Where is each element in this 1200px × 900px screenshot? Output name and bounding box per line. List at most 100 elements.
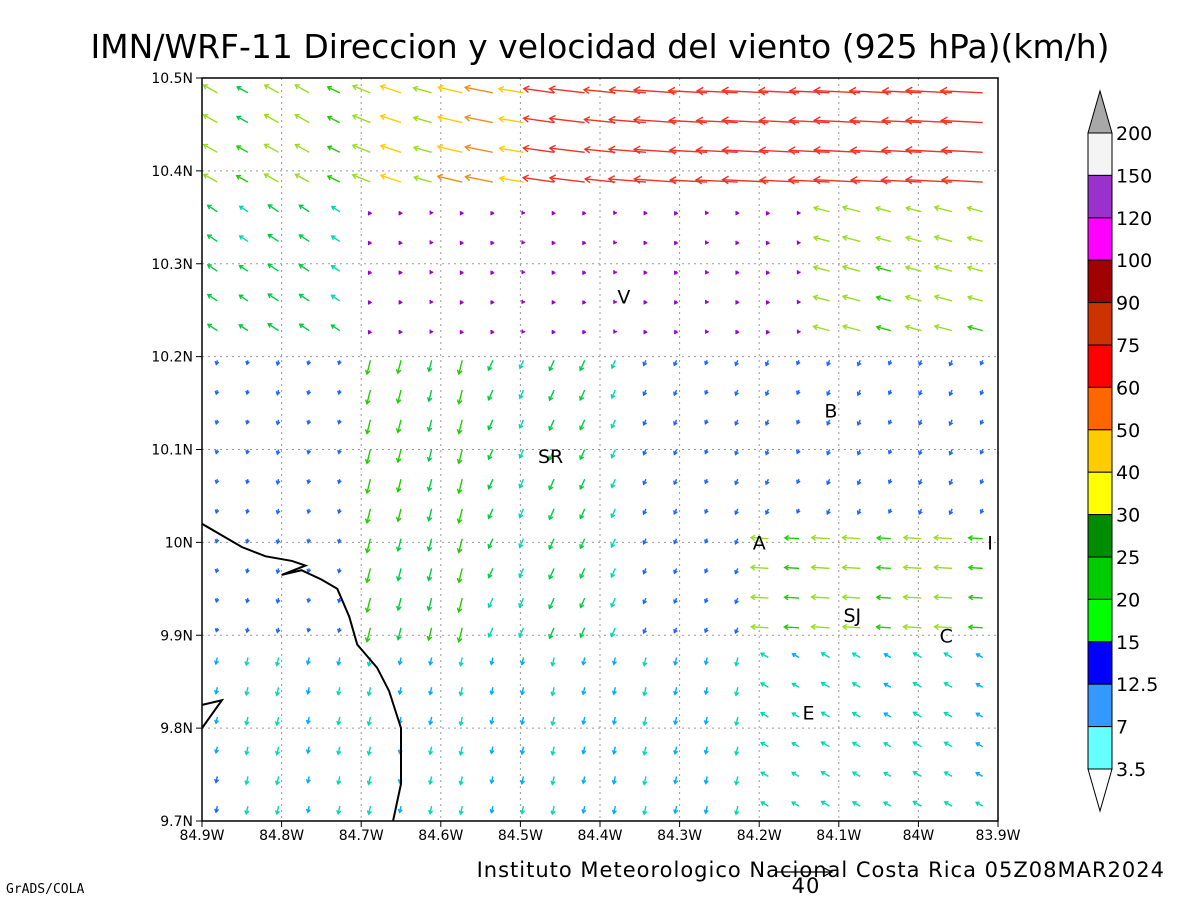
wind-vector [721,175,769,185]
wind-vector-head [436,114,444,122]
wind-vector [875,594,891,601]
wind-vector [244,746,250,756]
wind-vector [912,711,922,718]
wind-vector-head [337,449,342,455]
wind-vector [306,389,312,396]
wind-vector [522,85,555,94]
wind-vector-head [943,682,949,687]
wind-vector-head [841,234,848,241]
wind-vector-head [548,85,556,94]
wind-vector-head [274,721,281,727]
wind-vector-shaft [397,508,402,522]
wind-vector-head [643,240,648,246]
wind-vector-shaft [236,145,249,153]
wind-vector [330,205,341,213]
wind-vector [856,389,862,397]
wind-vector-head [214,689,220,695]
wind-vector-head [704,449,709,455]
wind-vector [905,205,922,213]
wind-vector-head [579,484,585,491]
wind-vector-shaft [276,687,280,696]
coastline [202,522,402,821]
wind-vector [765,240,770,246]
wind-vector [642,389,648,397]
wind-vector-shaft [852,801,861,807]
wind-vector-shaft [842,626,861,629]
wind-vector-head [610,364,616,370]
wind-vector [642,657,648,667]
wind-vector-head [721,86,729,96]
wind-vector-head [613,299,618,305]
wind-vector-shaft [327,116,341,124]
wind-vector-head [582,86,590,95]
wind-vector [810,534,830,541]
wind-vector [749,564,769,571]
wind-vector-shaft [488,478,494,489]
wind-vector [245,627,250,634]
wind-vector [979,478,985,485]
wind-vector-shaft [380,85,402,94]
wind-vector-shaft [760,179,800,183]
wind-vector [487,597,494,609]
wind-vector [796,360,801,366]
wind-vector [704,627,709,634]
wind-vector-shaft [239,294,249,302]
wind-vector [519,776,526,786]
wind-vector [214,805,220,814]
wind-vector-head [694,175,703,185]
wind-vector [734,716,740,727]
wind-vector [412,85,432,94]
wind-vector-shaft [579,389,586,401]
wind-vector-head [796,449,801,455]
wind-vector-shaft [245,805,249,815]
wind-vector-shaft [459,716,463,726]
wind-vector-head [904,235,911,242]
wind-vector [902,564,922,571]
wind-vector-head [783,624,789,631]
wind-vector-shaft [784,596,800,599]
wind-vector-shaft [366,627,372,642]
wind-vector [548,389,555,402]
wind-vector [579,597,586,609]
wind-vector-shaft [735,657,739,666]
wind-vector-shaft [397,360,402,374]
wind-vector-head [275,628,281,634]
wind-vector-head [274,780,281,786]
wind-vector-head [214,628,220,633]
wind-vector-head [734,540,739,545]
wind-vector [306,597,312,604]
wind-vector-head [582,211,587,216]
wind-vector-head [245,509,250,515]
wind-vector-head [337,509,342,515]
wind-vector [611,716,617,726]
wind-vector [943,652,953,659]
wind-vector-head [518,632,524,638]
wind-vector [735,270,740,275]
wind-vector-shaft [239,235,249,243]
wind-vector-head [760,741,766,747]
wind-vector [611,687,617,696]
wind-vector-shaft [437,116,463,124]
wind-vector-head [397,690,403,696]
wind-vector-shaft [549,147,585,153]
wind-vector [608,86,646,95]
colorbar-label: 120 [1116,208,1152,230]
wind-vector [351,173,371,183]
wind-vector [459,300,464,305]
wind-vector [939,116,983,126]
wind-vector [783,535,800,541]
wind-vector-head [749,564,756,571]
wind-vector-head [812,145,821,155]
wind-vector [337,449,342,455]
wind-vector-shaft [967,296,983,302]
wind-vector-shaft [784,537,800,540]
wind-vector-head [330,324,336,330]
wind-vector-shaft [331,265,341,272]
wind-vector-shaft [643,746,647,755]
wind-vector-head [429,210,434,215]
wind-vector [235,115,249,124]
wind-vector [456,538,463,554]
wind-vector-head [705,299,710,305]
wind-vector [673,805,679,815]
